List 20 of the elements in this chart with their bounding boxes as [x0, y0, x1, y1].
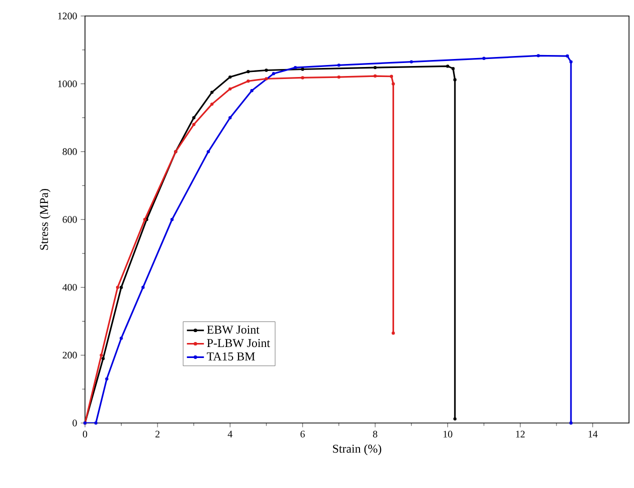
legend-label: EBW Joint	[207, 326, 260, 334]
legend-label: TA15 BM	[206, 352, 255, 360]
legend-label: P-LBW Joint	[207, 339, 270, 348]
y-tick-label: 800	[62, 148, 77, 156]
x-axis-title: Strain (%)	[333, 444, 382, 456]
y-tick-label: 0	[72, 420, 77, 426]
y-tick-label: 1200	[58, 12, 77, 20]
y-axis-title: Stress (MPa)	[40, 188, 50, 250]
x-tick-label: 4	[228, 430, 232, 438]
x-tick-label: 8	[373, 430, 378, 438]
x-tick-label: 12	[516, 430, 525, 438]
y-tick-label: 200	[62, 352, 77, 359]
x-tick-label: 0	[82, 430, 88, 438]
x-tick-label: 14	[588, 430, 598, 438]
x-tick-label: 2	[155, 430, 160, 438]
x-tick-label: 6	[300, 430, 305, 438]
y-tick-label: 400	[62, 284, 77, 291]
y-tick-label: 600	[62, 216, 77, 223]
x-tick-label: 10	[444, 430, 452, 438]
y-tick-label: 1000	[58, 80, 77, 88]
